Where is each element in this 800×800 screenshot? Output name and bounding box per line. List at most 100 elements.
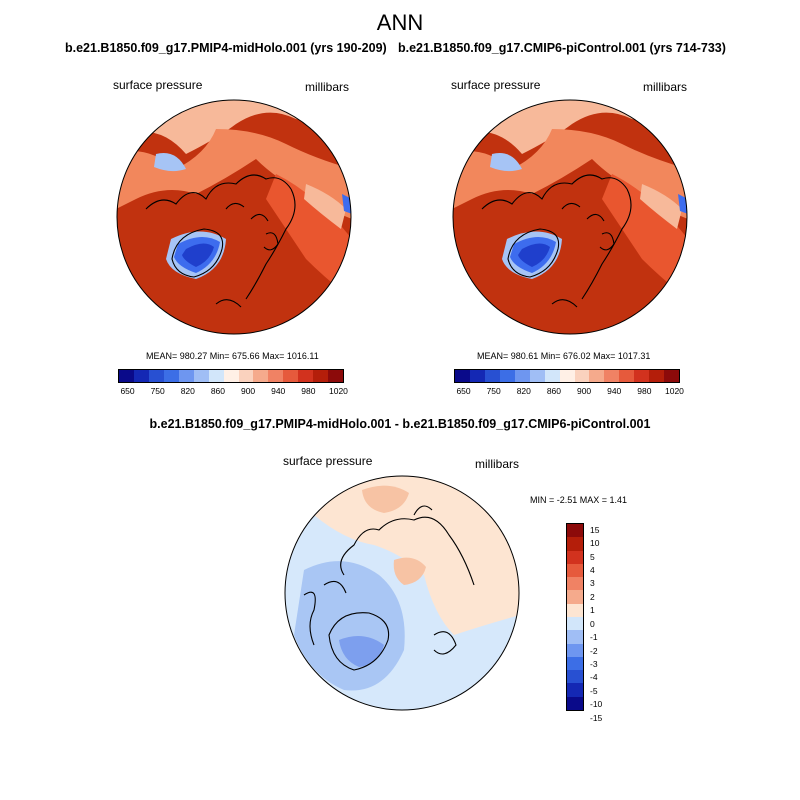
diff-colorbar-swatch-2	[567, 550, 583, 564]
colorbar-swatch-8	[574, 370, 590, 382]
diff-colorbar-swatch-8	[567, 630, 583, 644]
left-colorbar	[118, 369, 344, 383]
colorbar-swatch-0	[119, 370, 134, 382]
colorbar-swatch-6	[208, 370, 224, 382]
diff-colorbar-tick-label: -4	[590, 672, 598, 683]
diff-colorbar-swatch-11	[567, 670, 583, 684]
colorbar-tick-label: 750	[150, 386, 165, 396]
diff-colorbar-tick-label: 10	[590, 538, 600, 549]
positive-peak-asia	[393, 557, 426, 585]
colorbar-tick-label: 820	[180, 386, 195, 396]
colorbar-swatch-14	[328, 370, 344, 382]
colorbar-swatch-14	[664, 370, 680, 382]
colorbar-swatch-11	[619, 370, 635, 382]
diff-colorbar-tick-label: -1	[590, 632, 598, 643]
colorbar-tick-label: 900	[576, 386, 592, 396]
colorbar-tick-label: 820	[516, 386, 531, 396]
colorbar-swatch-7	[559, 370, 575, 382]
diff-colorbar-tick-label: -15	[590, 712, 603, 723]
colorbar-tick-label: 940	[607, 386, 622, 396]
colorbar-swatch-10	[604, 370, 620, 382]
diff-variable-label: surface pressure	[283, 454, 373, 468]
diff-colorbar-swatch-0	[567, 524, 583, 538]
left-polar-map	[116, 99, 352, 335]
eurasia-coastline	[145, 174, 292, 210]
diff-colorbar-swatch-3	[567, 563, 583, 578]
tibet-light-field	[154, 153, 186, 172]
colorbar-swatch-13	[649, 370, 665, 382]
diff-colorbar-tick-label: 5	[590, 551, 595, 562]
eurasia-mid-field	[453, 129, 687, 219]
eurasia-coastline	[340, 516, 475, 586]
archipelago-coastline	[551, 202, 605, 308]
left-stats: MEAN= 980.27 Min= 675.66 Max= 1016.11	[146, 351, 319, 361]
tibet-light-field	[490, 153, 522, 172]
positive-peak-siberia	[362, 485, 409, 513]
diff-colorbar-tick-label: -2	[590, 645, 598, 656]
colorbar-swatch-9	[253, 370, 269, 382]
colorbar-swatch-4	[514, 370, 530, 382]
right-case-title: b.e21.B1850.f09_g17.CMIP6-piControl.001 …	[398, 41, 726, 55]
diff-title: b.e21.B1850.f09_g17.PMIP4-midHolo.001 - …	[149, 417, 651, 431]
greenland-deep-field	[182, 243, 214, 267]
colorbar-swatch-7	[223, 370, 239, 382]
diff-colorbar-ticks: 15 10 5 4 3 2 1 0 -1 -2 -3 -4 -5 -10 -15	[590, 523, 630, 723]
diff-colorbar-swatch-5	[567, 590, 583, 604]
right-variable-label: surface pressure	[451, 78, 541, 92]
colorbar-tick-label: 900	[240, 386, 256, 396]
diff-colorbar-swatch-10	[567, 656, 583, 671]
colorbar-tick-label: 650	[456, 386, 471, 396]
rockies-low-field	[304, 184, 346, 229]
north-america-coastline	[303, 591, 316, 646]
north-america-coastline	[245, 188, 296, 300]
colorbar-swatch-3	[499, 370, 515, 382]
colorbar-tick-label: 1020	[328, 386, 348, 396]
colorbar-tick-label: 650	[120, 386, 135, 396]
diff-colorbar-swatch-12	[567, 683, 583, 697]
colorbar-tick-label: 860	[546, 386, 562, 396]
greenland-coastline	[507, 228, 560, 278]
colorbar-tick-label: 1020	[664, 386, 684, 396]
diff-colorbar-tick-label: 0	[590, 618, 595, 629]
north-america-high-field	[602, 174, 687, 299]
positive-field	[314, 476, 519, 635]
right-units-label: millibars	[643, 80, 688, 94]
north-america-coastline	[581, 188, 632, 300]
colorbar-tick-label: 750	[486, 386, 501, 396]
diff-colorbar-tick-label: -3	[590, 659, 598, 669]
eurasia-mid-field	[117, 129, 351, 219]
colorbar-tick-label: 940	[271, 386, 286, 396]
greenland-deep-field	[518, 243, 550, 267]
colorbar-swatch-2	[484, 370, 500, 382]
colorbar-swatch-12	[298, 370, 314, 382]
colorbar-swatch-5	[193, 370, 209, 382]
hudson-coastline	[263, 232, 279, 251]
diff-colorbar-swatch-13	[567, 696, 583, 710]
greenland-coastline	[328, 612, 390, 671]
eurasia-coastline	[481, 174, 628, 210]
diff-colorbar-tick-label: 15	[590, 524, 600, 535]
right-stats: MEAN= 980.61 Min= 676.02 Max= 1017.31	[477, 351, 651, 361]
colorbar-swatch-6	[544, 370, 560, 382]
hudson-coastline	[599, 232, 615, 251]
diff-colorbar-tick-label: 1	[590, 605, 595, 616]
colorbar-swatch-0	[455, 370, 470, 382]
rockies-low-field	[640, 184, 682, 229]
left-case-title: b.e21.B1850.f09_g17.PMIP4-midHolo.001 (y…	[65, 41, 387, 55]
greenland-coastline	[171, 228, 224, 278]
archipelago-coastline	[323, 505, 457, 655]
archipelago-coastline	[215, 202, 269, 308]
colorbar-tick-label: 860	[210, 386, 226, 396]
left-units-label: millibars	[305, 80, 350, 94]
figure-title: ANN	[376, 10, 424, 35]
colorbar-swatch-1	[469, 370, 485, 382]
diff-colorbar-tick-label: 2	[590, 591, 595, 602]
diff-colorbar-swatch-4	[567, 577, 583, 591]
diff-colorbar-tick-label: 3	[590, 578, 595, 589]
north-america-high-field	[266, 174, 351, 299]
right-polar-map	[452, 99, 688, 335]
colorbar-swatch-4	[178, 370, 194, 382]
colorbar-tick-label: 980	[637, 386, 652, 396]
colorbar-swatch-12	[634, 370, 650, 382]
right-colorbar	[454, 369, 680, 383]
